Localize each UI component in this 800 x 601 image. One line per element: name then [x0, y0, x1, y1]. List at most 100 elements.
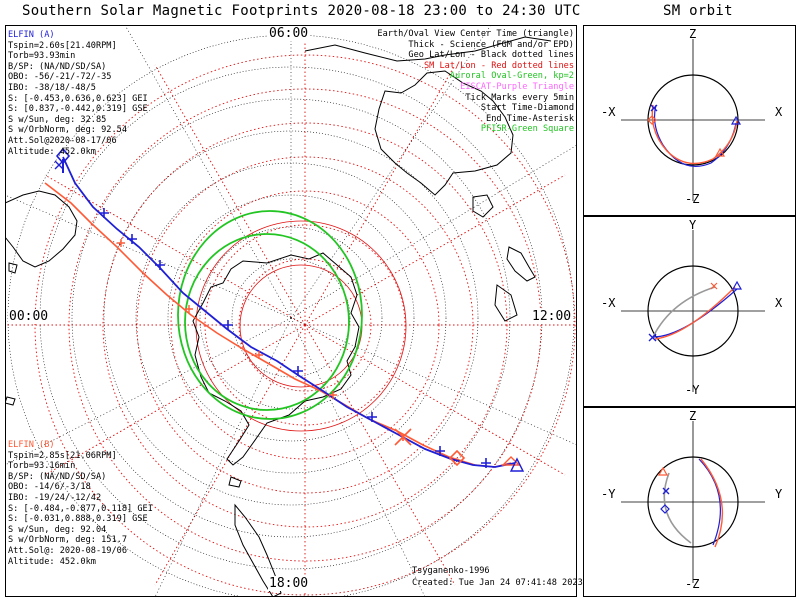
orbit-axis-labels: Z -Z -X X Y -Y -X X Z -Z -Y Y: [583, 25, 796, 597]
legend-item: End Time-Asterisk: [486, 113, 574, 124]
probe-b-line: S: [-0.484,-0.877,0.118] GEI: [8, 503, 153, 514]
footprint-map-svg: [5, 25, 577, 597]
africa-coastline: [5, 190, 78, 268]
probe-a-info: ELFIN (A) Tspin=2.60s[21.40RPM] Torb=93.…: [8, 30, 148, 157]
axis-label-bottom: -Z: [685, 577, 700, 591]
geo-longitude-grid: [5, 25, 577, 597]
new-zealand-coastline: [494, 246, 536, 322]
probe-b-end-asterisk: [394, 428, 412, 446]
clock-06-label: 06:00: [268, 26, 310, 41]
island-outline: [5, 262, 242, 488]
legend-item: SM Lat/Lon - Red dotted lines: [423, 60, 574, 71]
probe-b-name: ELFIN (B): [8, 440, 55, 450]
axis-label-top: Z: [689, 27, 697, 41]
orbit-panel-yz: [583, 407, 796, 597]
orbit-trace-shadow: [652, 286, 716, 338]
orbit-view-triangle: [731, 280, 743, 290]
axis-label-right: Y: [775, 487, 783, 501]
probe-b-line: B/SP: (NA/ND/SD/SA): [8, 471, 107, 482]
orbit-end-asterisk: [662, 487, 670, 495]
probe-b-info: ELFIN (B) Tspin=2.85s[21.06RPM] Torb=93.…: [8, 440, 153, 567]
probe-a-name: ELFIN (A): [8, 30, 55, 40]
orbit-view-triangle: [714, 147, 726, 157]
orbit-panels-svg: [583, 25, 796, 597]
orbit-start-diamond: [660, 504, 670, 514]
earth-outline: [647, 265, 739, 357]
axis-label-right: X: [775, 296, 783, 310]
axis-label-bottom: -Z: [685, 192, 700, 206]
probe-a-line: S w/OrbNorm, deg: 92.54: [8, 125, 127, 136]
axis-label-right: X: [775, 105, 783, 119]
legend-item: Earth/Oval View Center Time (triangle): [377, 29, 574, 39]
sm-longitude-grid: [5, 25, 577, 597]
sm-pole-circle: [195, 220, 407, 432]
probe-b-line: Torb=93.16min: [8, 461, 76, 472]
legend-item: Tick Marks every 5min: [465, 92, 574, 103]
axis-label-left: -X: [601, 105, 616, 119]
probe-a-line: S: [0.837,-0.442,0.319] GSE: [8, 104, 148, 115]
probe-a-track: [62, 156, 516, 468]
probe-a-line: S: [-0.453,0.636,0.623] GEI: [8, 93, 148, 104]
plot-title: Southern Solar Magnetic Footprints 2020-…: [22, 3, 581, 19]
orbit-panels: [583, 25, 796, 597]
orbit-start-diamond: [647, 115, 657, 125]
axis-label-left: -Y: [601, 487, 616, 501]
probe-a-line: IBO: -38/18/-48/5: [8, 82, 96, 93]
orbit-view-triangle: [657, 466, 669, 476]
probe-a-line: Att.Sol@2020-08-17/06: [8, 135, 117, 146]
tasmania-coastline: [472, 194, 494, 218]
probe-b-line: S w/Sun, deg: 92.04: [8, 524, 107, 535]
orbit-trace-b: [654, 286, 736, 340]
probe-b-line: Altitude: 452.0km: [8, 556, 96, 567]
orbit-trace-b: [651, 104, 738, 165]
orbit-panel-frame: [583, 216, 796, 407]
orbit-panel-xy: [583, 216, 796, 407]
probe-b-line: S w/OrbNorm, deg: 151.7: [8, 535, 127, 546]
legend-item: Thick - Science (FGM and/or EPD): [408, 39, 574, 50]
probe-a-line: Altitude: 452.0km: [8, 146, 96, 157]
axis-label-left: -X: [601, 296, 616, 310]
auroral-oval: [177, 210, 363, 420]
probe-a-line: S w/Sun, deg: 32.85: [8, 114, 107, 125]
probe-b-line: OBO: -14/6/-3/18: [8, 482, 91, 493]
legend-item: PFISR-Green Square: [480, 124, 574, 135]
probe-b-line: S: [-0.031,0.888,0.319] GSE: [8, 514, 148, 525]
legend-item: Geo Lat/Lon - Black dotted lines: [408, 50, 574, 61]
orbit-end-asterisk: [650, 104, 658, 112]
footprint-map: [5, 25, 577, 597]
clock-00-label: 00:00: [8, 309, 50, 324]
australia-coastline: [374, 70, 514, 196]
probe-b-track: [44, 182, 512, 468]
earth-outline: [647, 456, 739, 548]
probe-a-line: Torb=93.93min: [8, 51, 76, 62]
probe-b-line: Att.Sol@: 2020-08-19/06: [8, 545, 127, 556]
legend-item: Start Time-Diamond: [480, 103, 574, 114]
probe-a-view-triangle: [509, 457, 525, 472]
orbit-panel-xz: [583, 25, 796, 216]
orbit-trace-a: [698, 458, 721, 546]
axis-label-top: Y: [689, 218, 697, 232]
probe-b-start-diamond: [448, 449, 466, 467]
probe-b-line: IBO: -19/24/-12/42: [8, 492, 102, 503]
probe-b-view-triangle: [501, 456, 521, 466]
coastline-group: [5, 36, 552, 597]
probe-a-tick-marks: [99, 208, 491, 468]
probe-a-line: B/SP: (NA/ND/SD/SA): [8, 61, 107, 72]
orbit-title: SM orbit: [663, 3, 733, 19]
created-timestamp: Created: Tue Jan 24 07:41:48 2023: [412, 578, 583, 588]
legend-item: Auroral Oval-Green, kp=2: [449, 71, 574, 82]
probe-a-line: Tspin=2.60s[21.40RPM]: [8, 40, 117, 51]
orbit-trace-b: [700, 458, 724, 548]
orbit-view-triangle: [730, 115, 742, 125]
probe-a-line: OBO: -56/-21/-72/-35: [8, 72, 112, 83]
legend-item: EISCAT-Purple Triangle: [460, 81, 574, 92]
axis-label-top: Z: [689, 409, 697, 423]
clock-18-label: 18:00: [268, 576, 310, 591]
probe-b-line: Tspin=2.85s[21.06RPM]: [8, 450, 117, 461]
probe-b-tick-marks: [117, 239, 337, 399]
axis-label-bottom: -Y: [685, 383, 700, 397]
model-credit: Tsyganenko-1996: [412, 566, 490, 576]
orbit-end-asterisk: [710, 282, 718, 290]
orbit-panel-frame: [583, 25, 796, 216]
legend: Earth/Oval View Center Time (triangle) T…: [377, 29, 574, 135]
